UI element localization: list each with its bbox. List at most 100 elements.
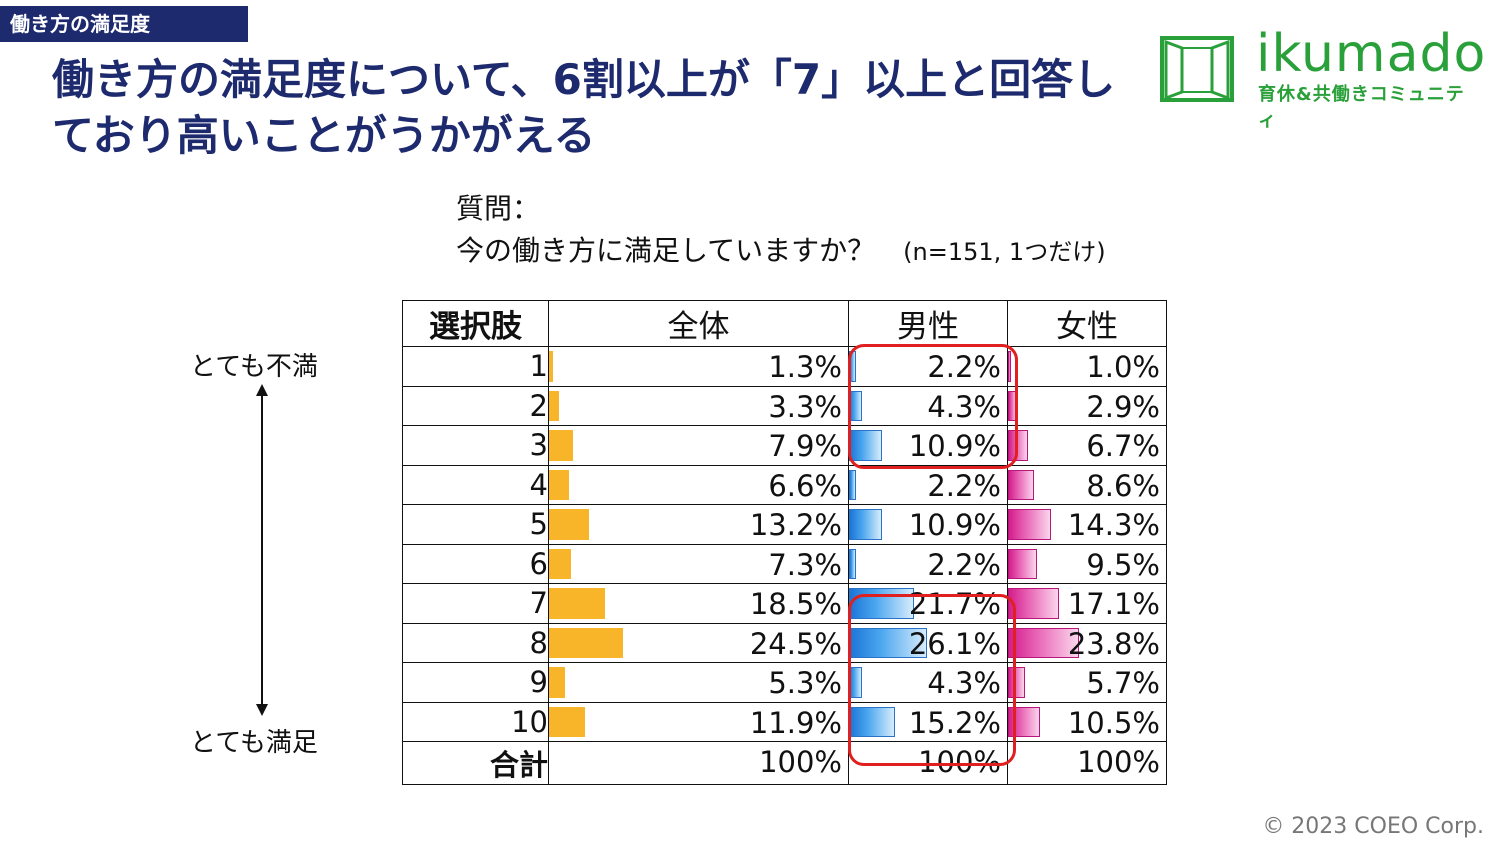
choice-cell: 3 <box>402 425 549 466</box>
question-line: 今の働き方に満足していますか？ (n=151, 1つだけ) <box>456 230 1106 273</box>
copyright: © 2023 COEO Corp. <box>1262 814 1484 839</box>
all-value: 7.3% <box>768 547 842 582</box>
all-cell: 18.5% <box>548 583 849 624</box>
all-bar <box>549 351 553 382</box>
logo-wordmark: ikumado <box>1256 24 1487 84</box>
all-value: 18.5% <box>749 587 842 621</box>
female-value: 2.9% <box>1086 389 1160 424</box>
logo-subtitle: 育休&共働きコミュニティ <box>1258 84 1465 131</box>
all-value: 7.9% <box>768 429 842 463</box>
male-value: 15.2% <box>908 705 1001 740</box>
all-value: 6.6% <box>768 468 842 503</box>
female-bar <box>1008 667 1026 698</box>
male-cell: 15.2% <box>848 701 1008 742</box>
all-value: 1.3% <box>768 350 842 384</box>
female-bar <box>1008 469 1034 500</box>
table-total-row: 合計 100% 100% 100% <box>402 741 1167 785</box>
table-row: 1 1.3% 2.2% 1.0% <box>402 346 1167 387</box>
male-value: 2.2% <box>927 350 1001 384</box>
header-male: 男性 <box>848 300 1008 347</box>
male-cell: 2.2% <box>848 346 1008 387</box>
question-note: (n=151, 1つだけ) <box>903 238 1106 266</box>
female-bar <box>1008 588 1060 619</box>
male-cell: 10.9% <box>848 504 1008 545</box>
female-bar <box>1008 390 1017 421</box>
male-bar <box>849 667 862 698</box>
female-cell: 23.8% <box>1007 622 1167 663</box>
all-value: 13.2% <box>749 508 842 542</box>
male-cell: 2.2% <box>848 464 1008 505</box>
female-bar <box>1008 627 1080 658</box>
double-arrow-icon <box>256 384 268 716</box>
male-value: 10.9% <box>908 508 1001 542</box>
all-cell: 7.3% <box>548 543 849 584</box>
choice-cell: 10 <box>402 701 549 742</box>
choice-cell: 8 <box>402 622 549 663</box>
total-all-value: 100% <box>759 745 842 779</box>
question-label: 質問： <box>456 192 541 225</box>
male-cell: 10.9% <box>848 425 1008 466</box>
female-bar <box>1008 351 1011 382</box>
results-table: 選択肢 全体 男性 女性 1 1.3% 2.2% 1.0% 2 3.3% 4.3% 2.9% 3… <box>402 300 1167 785</box>
total-female-value: 100% <box>1077 745 1160 779</box>
male-bar <box>849 588 915 619</box>
male-bar <box>849 627 928 658</box>
female-cell: 10.5% <box>1007 701 1167 742</box>
total-label-cell: 合計 <box>402 741 549 785</box>
choice-cell: 5 <box>402 504 549 545</box>
female-value: 1.0% <box>1086 350 1160 384</box>
female-cell: 1.0% <box>1007 346 1167 387</box>
all-bar <box>549 430 573 461</box>
table-header-row: 選択肢 全体 男性 女性 <box>402 300 1167 347</box>
choice-cell: 1 <box>402 346 549 387</box>
all-bar <box>549 548 571 579</box>
female-bar <box>1008 430 1029 461</box>
section-tag: 働き方の満足度 <box>0 6 248 42</box>
male-bar <box>849 390 862 421</box>
male-value: 4.3% <box>927 389 1001 424</box>
male-bar <box>849 548 856 579</box>
female-cell: 5.7% <box>1007 662 1167 703</box>
all-bar <box>549 627 623 658</box>
female-value: 10.5% <box>1067 705 1160 740</box>
table-row: 5 13.2% 10.9% 14.3% <box>402 504 1167 545</box>
male-bar <box>849 706 895 737</box>
ikumado-logo: ikumado 育休&共働きコミュニティ <box>1160 24 1485 131</box>
table-row: 9 5.3% 4.3% 5.7% <box>402 662 1167 703</box>
female-value: 17.1% <box>1067 587 1160 621</box>
table-row: 3 7.9% 10.9% 6.7% <box>402 425 1167 466</box>
all-cell: 5.3% <box>548 662 849 703</box>
all-cell: 6.6% <box>548 464 849 505</box>
all-cell: 1.3% <box>548 346 849 387</box>
female-value: 8.6% <box>1086 468 1160 503</box>
female-value: 6.7% <box>1086 429 1160 463</box>
table-row: 6 7.3% 2.2% 9.5% <box>402 543 1167 584</box>
all-value: 3.3% <box>768 389 842 424</box>
male-value: 21.7% <box>908 587 1001 621</box>
male-cell: 4.3% <box>848 385 1008 426</box>
all-bar <box>549 667 565 698</box>
total-female-cell: 100% <box>1007 741 1167 785</box>
female-value: 9.5% <box>1086 547 1160 582</box>
header-all: 全体 <box>548 300 849 347</box>
table-row: 7 18.5% 21.7% 17.1% <box>402 583 1167 624</box>
all-cell: 11.9% <box>548 701 849 742</box>
all-bar <box>549 588 605 619</box>
window-logo-icon <box>1160 36 1234 102</box>
male-bar <box>849 509 882 540</box>
female-value: 14.3% <box>1067 508 1160 542</box>
female-cell: 8.6% <box>1007 464 1167 505</box>
table-row: 10 11.9% 15.2% 10.5% <box>402 701 1167 742</box>
header-female: 女性 <box>1007 300 1167 347</box>
header-choice: 選択肢 <box>402 300 549 347</box>
female-value: 5.7% <box>1086 666 1160 700</box>
all-bar <box>549 509 589 540</box>
female-value: 23.8% <box>1067 626 1160 661</box>
female-cell: 2.9% <box>1007 385 1167 426</box>
scale-bottom-label: とても満足 <box>190 728 318 758</box>
all-bar <box>549 706 585 737</box>
male-cell: 2.2% <box>848 543 1008 584</box>
page-title: 働き方の満足度について、6割以上が「7」以上と回答しており高いことがうかがえる <box>52 55 1116 160</box>
total-male-cell: 100% <box>848 741 1008 785</box>
female-bar <box>1008 706 1040 737</box>
